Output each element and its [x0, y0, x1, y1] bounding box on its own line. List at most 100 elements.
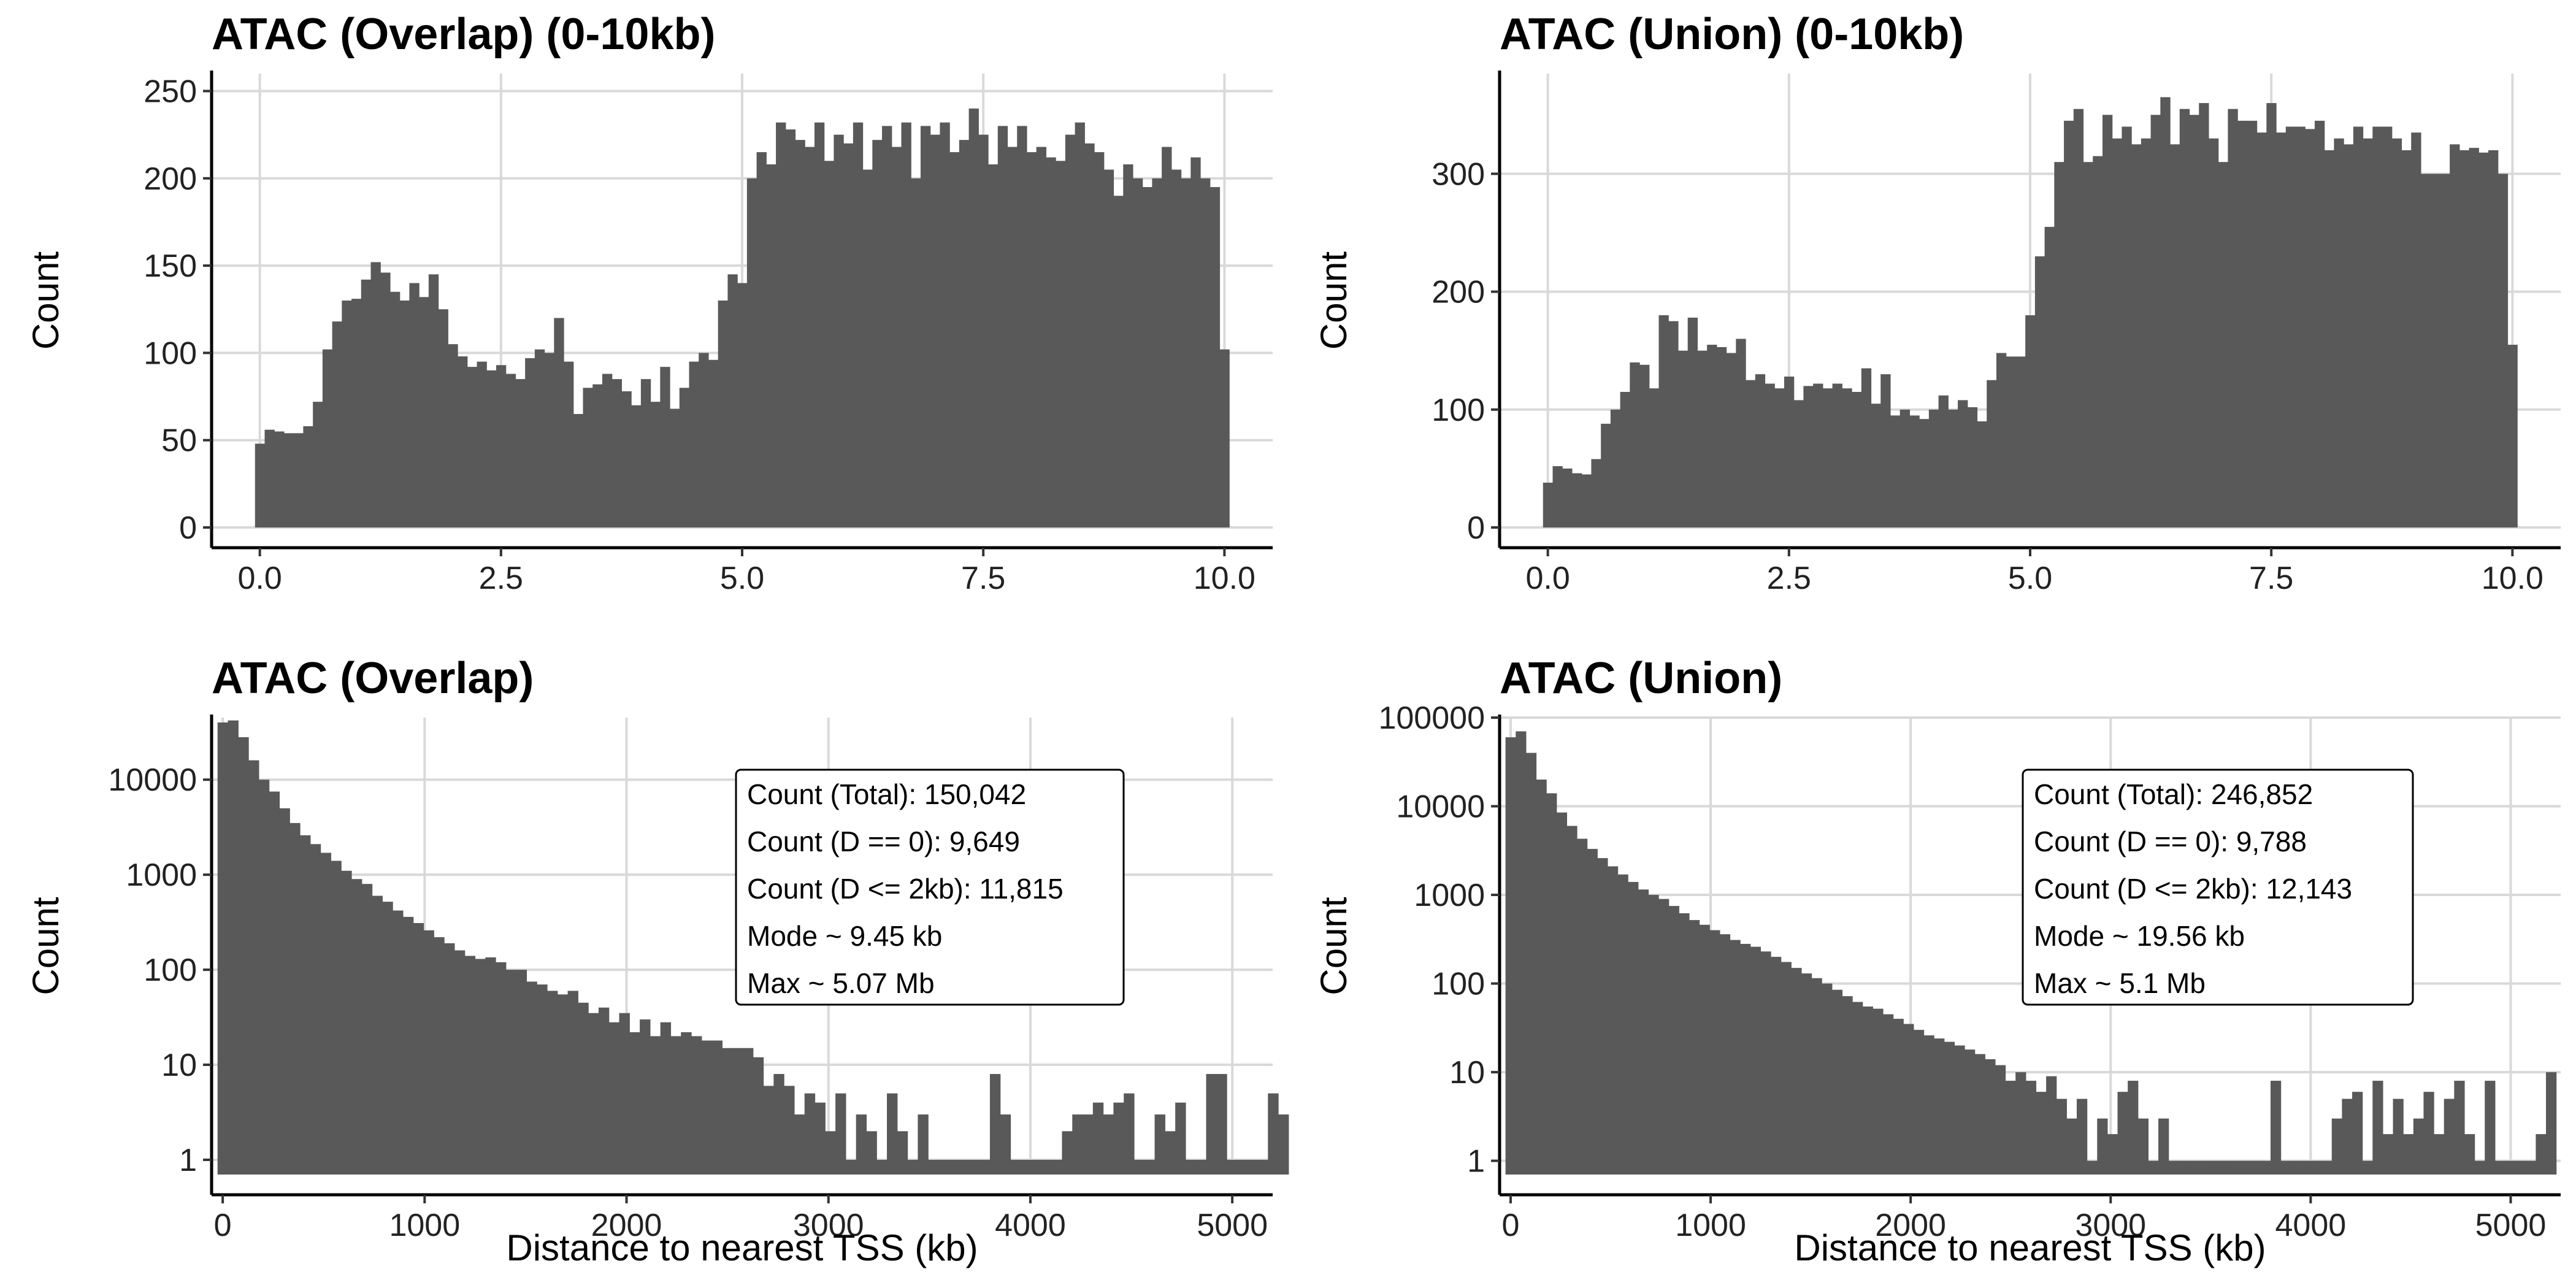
histogram-bar — [681, 1032, 692, 1175]
histogram-bar — [2006, 356, 2017, 527]
histogram-bar — [2276, 132, 2287, 528]
histogram-bar — [1831, 989, 1843, 1175]
histogram-bar — [776, 122, 786, 527]
histogram-bar — [1781, 962, 1792, 1175]
histogram-bar — [2488, 150, 2499, 527]
histogram-bar — [578, 1002, 589, 1175]
histogram-bar — [959, 140, 970, 528]
x-tick-label: 2.5 — [479, 561, 523, 596]
histogram-bar — [564, 361, 574, 527]
histogram-bar — [534, 349, 545, 527]
histogram-bar — [1639, 364, 1650, 527]
histogram-bar — [2497, 174, 2509, 528]
y-tick-label: 100 — [1432, 393, 1485, 428]
x-tick-label: 4000 — [995, 1208, 1066, 1243]
histogram-bar — [862, 169, 873, 527]
histogram-bar — [2148, 1160, 2159, 1175]
histogram-bar — [2137, 1118, 2149, 1175]
x-tick-label: 7.5 — [961, 561, 1005, 596]
x-tick-label: 7.5 — [2249, 561, 2293, 596]
stats-line: Count (D == 0): 9,788 — [2034, 826, 2307, 857]
histogram-bar — [409, 283, 420, 527]
histogram-bar — [283, 433, 294, 527]
histogram-bar — [399, 301, 410, 527]
histogram-bar — [2044, 226, 2055, 527]
y-tick-label: 1000 — [1414, 878, 1485, 913]
histogram-bar — [640, 1019, 651, 1175]
histogram-bar — [2056, 1098, 2067, 1175]
histogram-bar — [785, 129, 796, 528]
histogram-bar — [907, 1159, 919, 1175]
histogram-bar — [402, 916, 414, 1175]
histogram-bar — [2423, 1092, 2434, 1175]
chart-title: ATAC (Union) (0-10kb) — [1500, 10, 1964, 59]
histogram-bar — [1649, 388, 1660, 527]
histogram-bar — [2179, 109, 2190, 527]
histogram-bar — [2117, 1092, 2128, 1175]
histogram-bar — [631, 405, 642, 527]
histogram-bar — [2015, 356, 2026, 527]
histogram-bar — [1774, 388, 1785, 527]
histogram-bar — [2505, 1160, 2516, 1175]
y-tick-label: 0 — [179, 510, 197, 546]
histogram-bar — [891, 147, 902, 528]
histogram-bar — [1227, 1159, 1238, 1175]
histogram-bar — [537, 984, 548, 1175]
y-axis-label: Count — [25, 251, 66, 350]
histogram-bar — [2199, 103, 2209, 527]
histogram-bar — [1784, 376, 1795, 527]
histogram-bar — [332, 321, 342, 527]
histogram-bar — [1165, 1131, 1176, 1175]
x-tick-label: 3000 — [793, 1208, 864, 1243]
y-tick-label: 10000 — [108, 762, 197, 798]
x-tick-label: 0.0 — [237, 561, 282, 596]
histogram-bar — [1793, 400, 1804, 527]
histogram-bar — [544, 353, 554, 527]
histogram-bar — [2025, 1081, 2037, 1175]
x-tick-label: 10.0 — [1194, 561, 1255, 596]
y-axis-label: Count — [1313, 897, 1354, 995]
histogram-bar — [1278, 1114, 1289, 1175]
histogram-bar — [588, 1013, 599, 1175]
histogram-bar — [1862, 1006, 1873, 1175]
histogram-bar — [2036, 1092, 2047, 1175]
histogram-bar — [2064, 120, 2074, 527]
histogram-bar — [834, 134, 844, 528]
histogram-bar — [1699, 924, 1710, 1175]
histogram-bar — [554, 318, 564, 527]
histogram-bar — [341, 870, 352, 1175]
histogram-bar — [238, 737, 249, 1175]
histogram-bar — [866, 1131, 877, 1175]
stats-line: Count (D == 0): 9,649 — [747, 826, 1020, 857]
histogram-bar — [2256, 132, 2267, 528]
histogram-bar — [1597, 858, 1608, 1175]
histogram-bar — [602, 374, 613, 527]
histogram-bar — [689, 361, 699, 527]
x-tick-label: 0 — [1501, 1208, 1519, 1243]
histogram-bar — [361, 279, 372, 527]
histogram-bar — [2382, 126, 2393, 527]
histogram-bar — [1247, 1159, 1259, 1175]
histogram-bar — [1206, 1074, 1217, 1175]
histogram-bar — [2515, 1160, 2526, 1175]
stats-box: Count (Total): 246,852 Count (D == 0): 9,… — [2022, 769, 2414, 1006]
histogram-bar — [2507, 345, 2518, 527]
histogram-bar — [279, 808, 290, 1175]
histogram-bar — [742, 1048, 754, 1175]
histogram-bar — [2229, 1160, 2241, 1175]
histogram-bar — [621, 391, 632, 527]
histogram-bar — [2270, 1081, 2282, 1175]
histogram-bar — [2188, 1160, 2200, 1175]
histogram-bar — [454, 950, 466, 1175]
histogram-bar — [2122, 126, 2132, 527]
histogram-bar — [2189, 115, 2199, 528]
histogram-bar — [2093, 156, 2103, 527]
histogram-bar — [1967, 407, 1978, 527]
histogram-bar — [824, 161, 835, 527]
histogram-bar — [1893, 1019, 1904, 1175]
histogram-bar — [968, 108, 979, 527]
histogram-bar — [434, 937, 445, 1175]
y-tick-label: 100 — [144, 335, 197, 371]
histogram-bar — [763, 1086, 774, 1175]
histogram-bar — [853, 122, 864, 527]
